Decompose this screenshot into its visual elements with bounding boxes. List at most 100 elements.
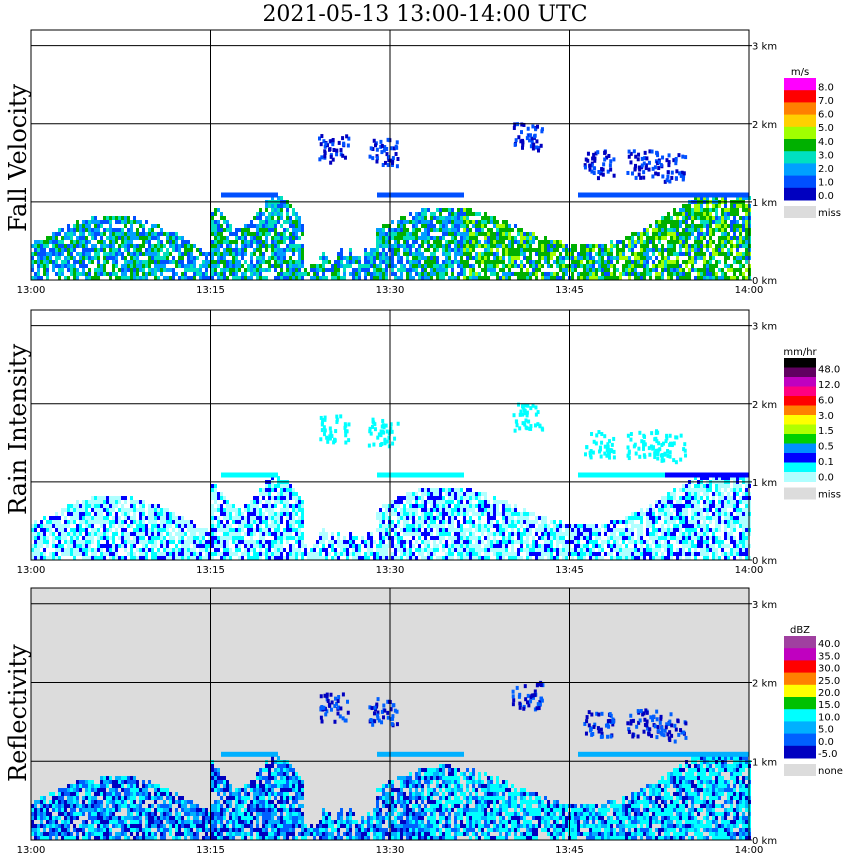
x-tick-label: 13:15: [196, 285, 225, 296]
colorbar-label: 30.0: [818, 664, 840, 675]
y-tick-label: 3 km: [752, 42, 777, 53]
y-tick-label: 0 km: [752, 276, 777, 287]
colorbar-label: 10.0: [818, 712, 840, 723]
colorbar-swatch: [784, 424, 816, 435]
colorbar-label: 1.0: [818, 177, 834, 188]
colorbar-swatch: [784, 472, 816, 482]
plot-frame: [30, 29, 750, 281]
colorbar-label: 2.0: [818, 164, 834, 175]
colorbar-swatch: [784, 78, 816, 91]
y-tick-label: 1 km: [752, 198, 777, 209]
colorbar-label: 3.0: [818, 150, 834, 161]
colorbar-label: 5.0: [818, 123, 834, 134]
colorbar-swatch: [784, 672, 816, 686]
colorbar-label: 0.5: [818, 442, 834, 453]
y-tick-label: 2 km: [752, 679, 777, 690]
colorbar-swatch: [784, 187, 816, 201]
colorbar-missing-swatch: [784, 487, 816, 500]
colorbar-label: 35.0: [818, 651, 840, 662]
colorbar-label: 6.0: [818, 110, 834, 121]
colorbar-label: 12.0: [818, 380, 840, 391]
colorbar-swatch: [784, 721, 816, 735]
bright-band: [221, 472, 749, 478]
x-tick-label: 13:30: [376, 565, 405, 576]
x-tick-label: 13:15: [196, 845, 225, 856]
colorbar-label: 1.5: [818, 426, 834, 437]
colorbar-swatch: [784, 709, 816, 722]
colorbar-swatch: [784, 636, 816, 649]
x-tick-label: 13:00: [17, 285, 46, 296]
panel-1: 13:00 13:15 13:30 13:45 14:000 km 1 km 2 km 3 k…: [17, 309, 841, 576]
colorbar-label: 0.0: [818, 737, 834, 748]
colorbar-swatch: [784, 163, 816, 177]
colorbar-label: 20.0: [818, 688, 840, 699]
colorbar-unit: m/s: [791, 67, 809, 78]
colorbar-label: 15.0: [818, 700, 840, 711]
y-tick-label: 1 km: [752, 757, 777, 768]
colorbar-label: -5.0: [818, 749, 838, 760]
colorbar-missing-swatch: [784, 206, 816, 218]
colorbar-swatch: [784, 405, 816, 416]
y-tick-label: 2 km: [752, 400, 777, 411]
colorbar-swatch: [784, 377, 816, 387]
colorbar-label: 40.0: [818, 639, 840, 650]
colorbar-missing-swatch: [784, 764, 816, 776]
bright-band: [221, 751, 749, 757]
x-tick-label: 13:45: [555, 285, 584, 296]
panel-2: 13:00 13:15 13:30 13:45 14:000 km 1 km 2 km 3 k…: [17, 587, 843, 856]
colorbar-swatch: [784, 358, 816, 368]
x-tick-label: 13:15: [196, 565, 225, 576]
colorbar-label: 4.0: [818, 137, 834, 148]
colorbar-label: 3.0: [818, 411, 834, 422]
y-tick-label: 0 km: [752, 556, 777, 567]
echo-field: [31, 476, 751, 560]
colorbar-swatch: [784, 151, 816, 164]
colorbar-label: 0.0: [818, 473, 834, 484]
colorbar-swatch: [784, 684, 816, 698]
y-tick-label: 3 km: [752, 322, 777, 333]
colorbar-swatch: [784, 733, 816, 747]
y-tick-label: 0 km: [752, 836, 777, 847]
colorbar-label: 6.0: [818, 395, 834, 406]
colorbar-label: 25.0: [818, 676, 840, 687]
colorbar-swatch: [784, 453, 816, 463]
colorbar-swatch: [784, 434, 816, 444]
colorbar-swatch: [784, 367, 816, 378]
x-tick-label: 13:30: [376, 845, 405, 856]
y-tick-label: 3 km: [752, 600, 777, 611]
colorbar-swatch: [784, 697, 816, 710]
colorbar-missing-label: miss: [818, 208, 841, 219]
panel-0: 13:00 13:15 13:30 13:45 14:000 km 1 km 2 km 3 k…: [17, 29, 841, 296]
colorbar-swatch: [784, 648, 816, 661]
x-tick-label: 14:00: [735, 285, 764, 296]
echo-field: [31, 196, 751, 280]
x-tick-label: 13:00: [17, 845, 46, 856]
colorbar-swatch: [784, 386, 816, 397]
upper-echoes: [319, 402, 688, 465]
colorbar-swatch: [784, 114, 816, 128]
echo-field: [31, 756, 751, 840]
colorbar-label: 5.0: [818, 725, 834, 736]
colorbar-swatch: [784, 175, 816, 189]
y-tick-label: 2 km: [752, 120, 777, 131]
x-tick-label: 13:00: [17, 565, 46, 576]
y-tick-label: 1 km: [752, 478, 777, 489]
colorbar-swatch: [784, 443, 816, 454]
chart-title: 2021-05-13 13:00-14:00 UTC: [262, 2, 588, 27]
colorbar-swatch: [784, 90, 816, 103]
x-tick-label: 13:45: [555, 845, 584, 856]
colorbar-swatch: [784, 126, 816, 140]
colorbar-swatch: [784, 415, 816, 425]
colorbar-label: 7.0: [818, 96, 834, 107]
colorbar-swatch: [784, 139, 816, 152]
x-tick-label: 14:00: [735, 845, 764, 856]
colorbar-missing-label: none: [818, 766, 843, 777]
colorbar-swatch: [784, 396, 816, 406]
x-tick-label: 13:45: [555, 565, 584, 576]
colorbar-swatch: [784, 102, 816, 116]
colorbar-unit: mm/hr: [783, 347, 817, 358]
colorbar-missing-label: miss: [818, 490, 841, 501]
colorbar-label: 0.1: [818, 457, 834, 468]
upper-echoes: [317, 122, 688, 184]
